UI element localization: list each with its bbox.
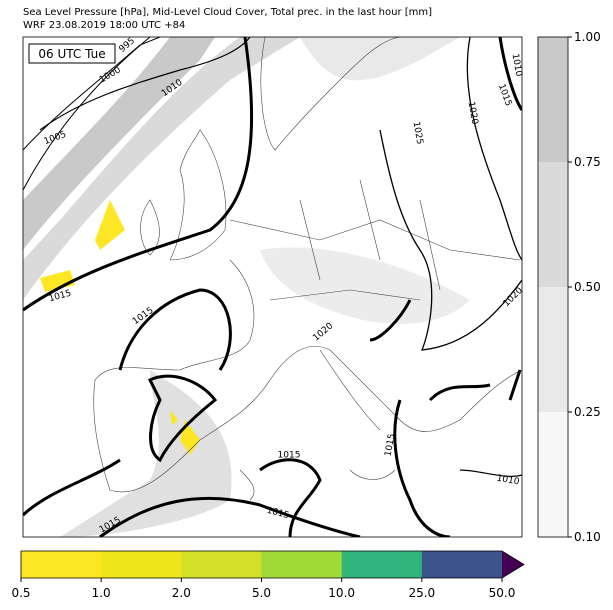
colorbar-band [538,162,568,287]
contour-label: 1015 [384,433,398,457]
colorbar-band [421,551,503,578]
precip-colorbar: 0.5 1.0 2.0 5.0 10.0 25.0 50.0 [11,550,525,600]
colorbar-band [341,551,423,578]
colorbar-tick-label: 0.10 [574,530,601,544]
colorbar-band [261,551,343,578]
colorbar-tick-label: 0.50 [574,280,601,294]
colorbar-tick-label: 50.0 [489,586,516,600]
colorbar-tick-label: 5.0 [252,586,271,600]
cloud [300,37,460,81]
title-line: WRF 23.08.2019 18:00 UTC +84 [23,20,185,31]
map: 06 UTC Tue 99510001005101010151015102010… [22,36,525,538]
cloud [260,247,470,324]
map-frame [22,36,523,538]
colorbar-tick-label: 1.00 [574,30,601,44]
colorbar-extend [502,551,524,578]
contour-label: 1010 [510,53,524,78]
colorbar-band [538,37,568,162]
coastlines [93,37,522,501]
time-label: 06 UTC Tue [38,47,105,61]
colorbar-tick-label: 1.0 [92,586,111,600]
colorbar-tick-label: 0.25 [574,405,601,419]
colorbar-band [21,551,102,578]
colorbar-band [538,412,568,537]
colorbar-frame [20,550,525,579]
colorbar-band [181,551,262,578]
contour-label: 1025 [411,121,425,145]
isobars [23,37,522,537]
cloud [60,370,232,537]
cloud [23,37,215,250]
colorbar-tick-label: 2.0 [172,586,191,600]
title-line: Sea Level Pressure [hPa], Mid-Level Clou… [23,7,432,18]
contour-label: 1010 [496,474,521,488]
colorbar-band [538,287,568,412]
map-content [23,37,522,537]
cloud-colorbar: 0.10 0.25 0.50 0.75 1.00 [537,30,601,544]
contour-label: 1015 [278,451,301,461]
contour-label: 1020 [466,101,480,126]
colorbar-tick-label: 0.5 [11,586,30,600]
colorbar-tick-label: 25.0 [408,586,435,600]
colorbar-band [101,551,182,578]
colorbar-tick-label: 0.75 [574,155,601,169]
colorbar-tick-label: 10.0 [328,586,355,600]
time-label-box [28,43,116,64]
